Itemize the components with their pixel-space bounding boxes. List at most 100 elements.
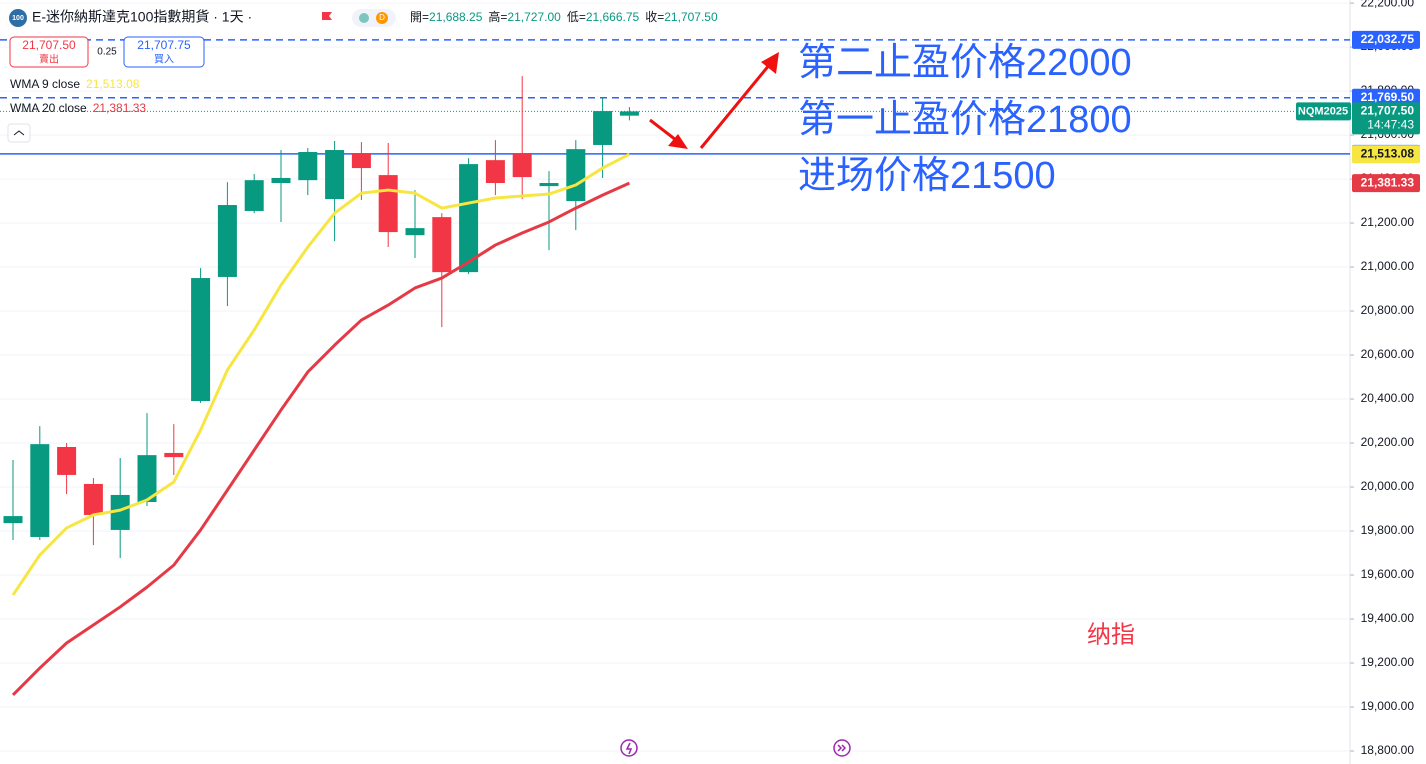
candle-body [619, 111, 639, 116]
y-tick-label: 19,800.00 [1361, 523, 1415, 537]
ohlc-value: 21,707.50 [664, 10, 718, 24]
bottom-icons [620, 739, 851, 757]
ohlc-value: 21,688.25 [429, 10, 483, 24]
y-tick-label: 20,800.00 [1361, 303, 1415, 317]
annotation: 第一止盈价格21800 [798, 99, 1132, 141]
series-label-box [1352, 174, 1420, 193]
y-tick-label: 19,400.00 [1361, 611, 1415, 625]
candle-body [512, 153, 532, 178]
candle-body [110, 494, 130, 530]
candle-body [405, 228, 425, 236]
ohlc-value: 21,727.00 [507, 10, 561, 24]
candle-body [137, 455, 157, 503]
symbol-title: E-迷你納斯達克100指數期貨 · 1天 · [32, 9, 252, 25]
legend-name: WMA 20 close [10, 101, 87, 115]
badge-text: D [379, 13, 385, 22]
arrow-head [761, 52, 779, 74]
y-tick-label: 21,200.00 [1361, 215, 1415, 229]
legend: WMA 9 close 21,513.08 WMA 20 close 21,381.3… [10, 77, 146, 115]
wma-line [11, 152, 631, 596]
candle-body [378, 175, 398, 233]
event-icon[interactable] [833, 739, 851, 757]
candle-body [217, 205, 237, 277]
logo-text: 100 [12, 15, 24, 22]
wma-line [11, 181, 631, 696]
legend-value: 21,381.33 [93, 101, 147, 115]
price-level-label: 22,032.75 [1361, 32, 1415, 46]
series-label-box [1352, 145, 1420, 164]
price-tag-countdown: 14:47:43 [1367, 118, 1414, 132]
badge [376, 12, 388, 24]
buy-label: 買入 [154, 54, 174, 66]
ohlc-label: 低= [567, 10, 586, 24]
candle-body [432, 217, 452, 273]
buy-price: 21,707.75 [137, 38, 191, 52]
y-tick-label: 19,000.00 [1361, 699, 1415, 713]
plot [0, 2, 1350, 752]
y-tick-label: 20,400.00 [1361, 391, 1415, 405]
legend-value: 21,513.08 [86, 77, 140, 91]
price-level-label-box [1352, 88, 1420, 107]
event-glyph [625, 742, 633, 755]
candle-body [325, 150, 345, 200]
status-pill [352, 9, 396, 27]
price-tag-symbol: NQM2025 [1298, 105, 1348, 117]
logo [9, 9, 27, 27]
y-tick-label: 20,000.00 [1361, 479, 1415, 493]
annotation: 进场价格21500 [798, 155, 1056, 197]
ohlc-text: 開=21,688.25 高=21,727.00 低=21,666.75 收=21,70… [410, 9, 718, 24]
sell-label: 賣出 [39, 53, 59, 66]
buy-button[interactable] [123, 36, 205, 68]
ohlc-label: 開= [410, 10, 429, 24]
spread: 0.25 [97, 47, 117, 58]
ohlc-value: 21,666.75 [586, 10, 640, 24]
legend-entry: WMA 9 close 21,513.08 [10, 77, 140, 91]
y-tick-label: 21,000.00 [1361, 259, 1415, 273]
y-tick-label: 18,800.00 [1361, 743, 1415, 757]
ohlc-label: 高= [488, 9, 507, 24]
candle-body [593, 111, 613, 145]
price-tag-box [1352, 102, 1420, 135]
price-tag-price: 21,707.50 [1361, 104, 1415, 118]
y-tick-label: 20,200.00 [1361, 435, 1415, 449]
status-dot [359, 13, 369, 23]
arrows [649, 52, 779, 149]
annotation: 纳指 [1087, 621, 1135, 648]
arrow [649, 118, 677, 142]
price-level-label-box [1352, 30, 1420, 49]
y-tick-label: 22,200.00 [1361, 0, 1415, 9]
sell-button[interactable] [9, 36, 89, 68]
chevron [13, 130, 25, 136]
candle-body [3, 516, 23, 524]
candle-body [459, 164, 479, 273]
candle-body [351, 153, 371, 169]
candle-body [164, 452, 184, 458]
candle-body [539, 183, 559, 187]
candle-body [485, 160, 505, 184]
ohlc: 開=21,688.25 高=21,727.00 低=21,666.75 收=21,70… [410, 9, 718, 24]
arrow-head [668, 134, 688, 149]
flag [322, 12, 332, 20]
series-last-label: 21,513.08 [1361, 146, 1415, 160]
arrow [699, 63, 772, 149]
legend-entry: WMA 20 close 21,381.33 [10, 101, 146, 115]
candle-body [191, 278, 211, 402]
legend-name: WMA 9 close [10, 77, 80, 91]
y-tick-label: 19,200.00 [1361, 655, 1415, 669]
price-level-label: 21,769.50 [1361, 90, 1415, 104]
candle-body [271, 177, 291, 184]
y-tick-label: 19,600.00 [1361, 567, 1415, 581]
candle-body [30, 444, 50, 537]
candle-body [57, 447, 77, 475]
event-icon[interactable] [620, 739, 638, 757]
price-tag-box [1296, 102, 1351, 121]
candle-body [244, 180, 264, 211]
annotation: 第二止盈价格22000 [798, 42, 1132, 84]
sell-price: 21,707.50 [22, 38, 76, 52]
collapse-button[interactable] [7, 123, 31, 143]
event-glyph [837, 744, 847, 752]
header: 100 E-迷你納斯達克100指數期貨 · 1天 · D 開=21,688.25… [7, 9, 718, 143]
y-tick-label: 20,600.00 [1361, 347, 1415, 361]
